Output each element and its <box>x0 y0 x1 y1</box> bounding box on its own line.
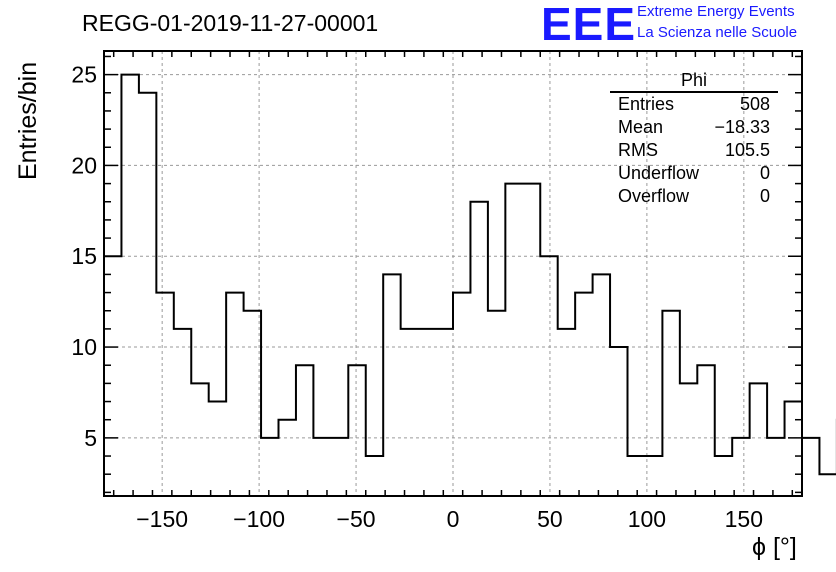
plot-frame <box>103 50 803 497</box>
x-tick-label: −100 <box>233 506 285 532</box>
stats-row-entries: Entries 508 <box>610 93 778 116</box>
axis-ticks <box>104 51 802 496</box>
stats-label: Entries <box>618 94 675 114</box>
x-axis-label: ϕ [°] <box>752 533 797 561</box>
stats-title: Phi <box>610 70 778 93</box>
stats-label: Mean <box>618 117 664 137</box>
y-tick-label: 10 <box>71 334 97 360</box>
x-tick-label: 50 <box>537 506 563 532</box>
eee-logo: EEE <box>541 0 637 50</box>
stats-row-mean: Mean −18.33 <box>610 116 778 139</box>
histogram-line <box>104 73 836 476</box>
x-tick-label: −150 <box>136 506 188 532</box>
x-tick-label: 0 <box>447 506 460 532</box>
stats-label: Overflow <box>618 186 690 206</box>
stats-label: RMS <box>618 140 658 160</box>
stats-row-underflow: Underflow 0 <box>610 162 778 185</box>
y-tick-label: 20 <box>71 152 97 178</box>
stats-value: 0 <box>759 163 770 183</box>
x-tick-label: −50 <box>337 506 376 532</box>
chart-title: REGG-01-2019-11-27-00001 <box>82 10 379 36</box>
y-tick-label: 25 <box>71 62 97 88</box>
y-axis-label: Entries/bin <box>14 61 42 180</box>
stats-label: Underflow <box>618 163 700 183</box>
logo-line-1: Extreme Energy Events <box>637 3 795 20</box>
x-tick-label: 100 <box>628 506 666 532</box>
x-tick-label: 150 <box>725 506 763 532</box>
y-tick-labels: 5 10 15 20 25 <box>71 62 97 451</box>
stats-value: 508 <box>739 94 770 114</box>
y-tick-label: 15 <box>71 243 97 269</box>
logo-line-2: La Scienza nelle Scuole <box>637 24 798 41</box>
stats-row-rms: RMS 105.5 <box>610 139 778 162</box>
x-tick-labels: −150 −100 −50 0 50 100 150 <box>136 506 763 532</box>
stats-row-overflow: Overflow 0 <box>610 185 778 208</box>
y-tick-label: 5 <box>84 425 97 451</box>
stats-box: Phi Entries 508 Mean −18.33 RMS 105.5 Un… <box>610 70 778 208</box>
stats-value: 0 <box>759 186 770 206</box>
stats-value: −18.33 <box>714 117 770 137</box>
stats-value: 105.5 <box>724 140 770 160</box>
grid <box>104 51 802 496</box>
